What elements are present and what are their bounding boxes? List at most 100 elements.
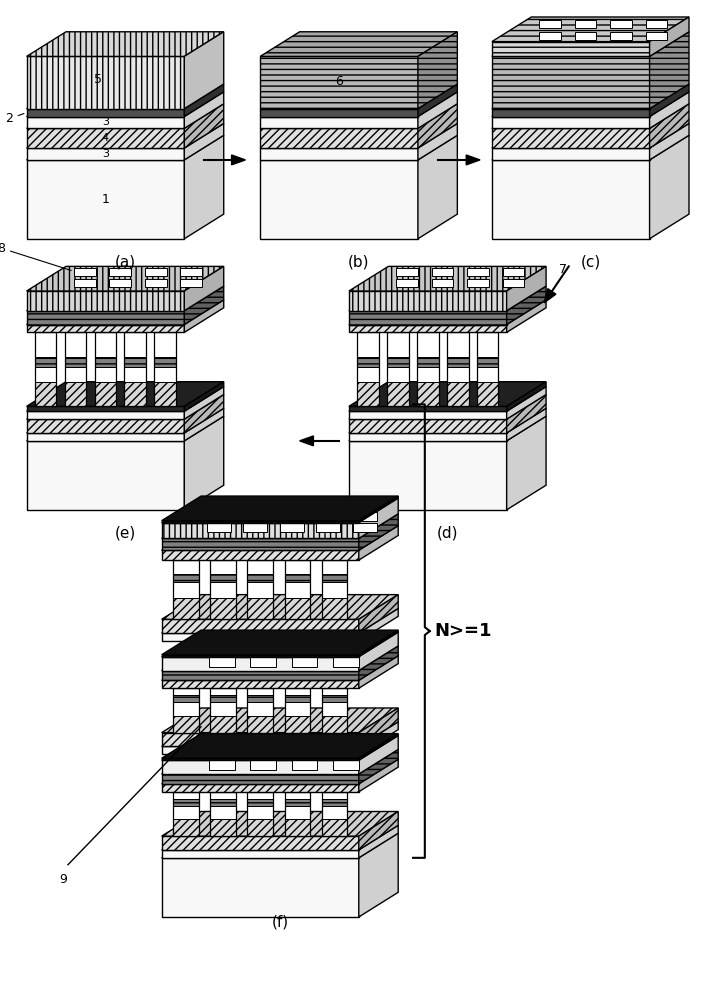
Polygon shape	[507, 300, 546, 332]
Polygon shape	[280, 523, 303, 532]
Polygon shape	[210, 819, 236, 836]
Polygon shape	[349, 300, 546, 325]
Polygon shape	[349, 411, 507, 419]
Polygon shape	[210, 598, 236, 619]
Polygon shape	[207, 512, 231, 521]
Polygon shape	[358, 646, 398, 680]
Polygon shape	[260, 104, 457, 128]
Polygon shape	[447, 357, 468, 367]
Polygon shape	[161, 595, 398, 619]
Polygon shape	[260, 109, 418, 117]
Polygon shape	[292, 646, 318, 656]
Polygon shape	[173, 799, 199, 806]
Polygon shape	[27, 56, 184, 109]
Polygon shape	[467, 279, 489, 287]
Polygon shape	[184, 408, 224, 441]
Polygon shape	[492, 104, 689, 128]
Polygon shape	[161, 736, 398, 760]
Polygon shape	[27, 406, 184, 411]
Polygon shape	[184, 387, 224, 419]
Polygon shape	[507, 382, 546, 411]
Polygon shape	[161, 523, 358, 538]
Polygon shape	[184, 92, 224, 128]
Polygon shape	[285, 806, 310, 819]
Polygon shape	[292, 749, 318, 759]
Text: (d): (d)	[437, 525, 458, 540]
Polygon shape	[539, 20, 561, 28]
Polygon shape	[492, 123, 689, 148]
Polygon shape	[387, 382, 409, 406]
Polygon shape	[27, 411, 184, 419]
Polygon shape	[322, 695, 347, 702]
Polygon shape	[154, 367, 176, 382]
Polygon shape	[247, 716, 273, 733]
Polygon shape	[181, 279, 202, 287]
Polygon shape	[250, 760, 276, 770]
Polygon shape	[285, 702, 310, 716]
Polygon shape	[244, 523, 267, 532]
Polygon shape	[210, 792, 236, 799]
Polygon shape	[358, 595, 398, 633]
Polygon shape	[27, 325, 184, 332]
Polygon shape	[260, 128, 418, 148]
Polygon shape	[161, 774, 358, 784]
Polygon shape	[27, 84, 224, 109]
Polygon shape	[418, 92, 457, 128]
Polygon shape	[247, 702, 273, 716]
Polygon shape	[145, 279, 166, 287]
Text: (c): (c)	[580, 254, 601, 269]
Polygon shape	[610, 20, 632, 28]
Polygon shape	[27, 160, 184, 239]
Polygon shape	[161, 833, 398, 858]
Text: 6: 6	[335, 75, 343, 88]
Polygon shape	[27, 395, 224, 419]
Polygon shape	[322, 574, 347, 582]
Polygon shape	[349, 416, 546, 441]
Polygon shape	[27, 387, 224, 411]
Polygon shape	[358, 759, 398, 792]
Polygon shape	[492, 32, 689, 56]
Polygon shape	[74, 268, 95, 276]
Polygon shape	[358, 734, 398, 760]
Polygon shape	[260, 117, 418, 128]
Polygon shape	[161, 811, 398, 836]
Polygon shape	[260, 123, 457, 148]
Polygon shape	[250, 749, 276, 759]
Polygon shape	[209, 657, 234, 667]
Polygon shape	[466, 155, 480, 165]
Polygon shape	[349, 266, 546, 291]
Polygon shape	[280, 501, 303, 510]
Polygon shape	[65, 357, 86, 367]
Polygon shape	[247, 598, 273, 619]
Polygon shape	[161, 550, 358, 560]
Polygon shape	[358, 722, 398, 754]
Polygon shape	[244, 501, 267, 510]
Polygon shape	[507, 416, 546, 510]
Polygon shape	[65, 382, 86, 406]
Polygon shape	[161, 850, 358, 858]
Polygon shape	[322, 560, 347, 574]
Polygon shape	[333, 749, 358, 759]
Polygon shape	[161, 680, 358, 688]
Polygon shape	[173, 574, 199, 582]
Polygon shape	[539, 32, 561, 40]
Polygon shape	[184, 286, 224, 325]
Text: 7: 7	[559, 263, 567, 276]
Polygon shape	[125, 382, 146, 406]
Polygon shape	[333, 657, 358, 667]
Polygon shape	[507, 286, 546, 325]
Polygon shape	[210, 574, 236, 582]
Polygon shape	[503, 279, 524, 287]
Polygon shape	[210, 688, 236, 695]
Text: 3: 3	[102, 117, 109, 127]
Text: N>=1: N>=1	[435, 622, 492, 640]
Polygon shape	[207, 523, 231, 532]
Polygon shape	[285, 695, 310, 702]
Polygon shape	[316, 523, 340, 532]
Polygon shape	[184, 382, 224, 411]
Polygon shape	[432, 268, 453, 276]
Polygon shape	[417, 332, 439, 357]
Polygon shape	[95, 332, 116, 357]
Polygon shape	[492, 148, 650, 160]
Polygon shape	[209, 635, 234, 645]
